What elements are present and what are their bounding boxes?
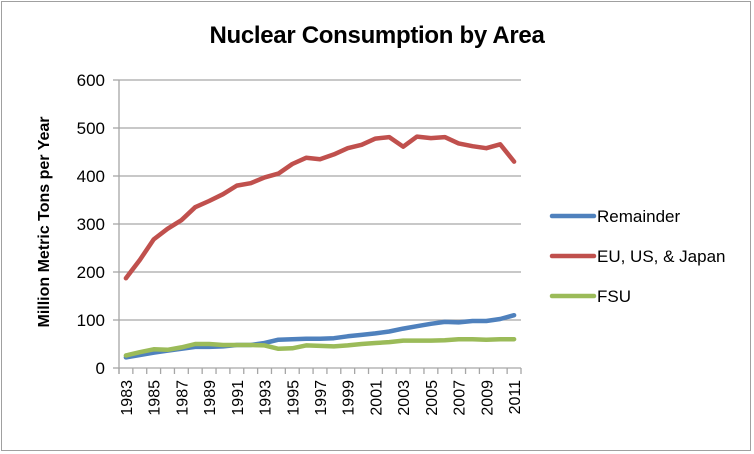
x-tick-label: 2007 [452,380,469,416]
y-tick-label: 600 [77,71,105,90]
x-tick-label: 2001 [368,380,385,416]
series-lines [123,134,517,360]
x-tick-label: 1983 [119,380,136,416]
legend-item: Remainder [549,207,680,226]
x-tick-label: 2005 [424,380,441,416]
chart-title: Nuclear Consumption by Area [209,22,545,49]
legend-label: Remainder [597,207,680,226]
gridlines [119,79,521,321]
x-tick-label: 2009 [479,380,496,416]
legend-item: EU, US, & Japan [549,247,726,266]
x-tick-label: 1993 [258,380,275,416]
legend-label: EU, US, & Japan [597,247,726,266]
y-tick-label: 0 [96,359,105,378]
series-line-eu-us-japan [123,134,517,281]
x-tick-labels: 1983 1985 1987 1989 1991 1993 1995 1997 1999 2001… [119,380,524,416]
y-tick-label: 200 [77,263,105,282]
legend-item: FSU [549,287,631,306]
y-tick-label: 500 [77,119,105,138]
x-tick-label: 1991 [230,380,247,416]
y-tick-label: 400 [77,167,105,186]
x-tick-label: 1985 [147,380,164,416]
legend-label: FSU [597,287,631,306]
axes [113,79,522,374]
x-tick-label: 1989 [202,380,219,416]
x-tick-label: 1987 [174,380,191,416]
y-tick-labels: 0 100 200 300 400 500 600 [77,71,105,378]
y-tick-label: 100 [77,311,105,330]
legend: Remainder EU, US, & Japan FSU [549,207,726,306]
x-tick-label: 1997 [313,380,330,416]
y-tick-label: 300 [77,215,105,234]
x-tick-label: 1999 [341,380,358,416]
x-tick-label: 2003 [396,380,413,416]
x-tick-label: 2011 [507,380,524,415]
series-line-remainder [123,312,517,360]
series-line-fsu [123,336,517,358]
x-tick-label: 1995 [285,380,302,416]
